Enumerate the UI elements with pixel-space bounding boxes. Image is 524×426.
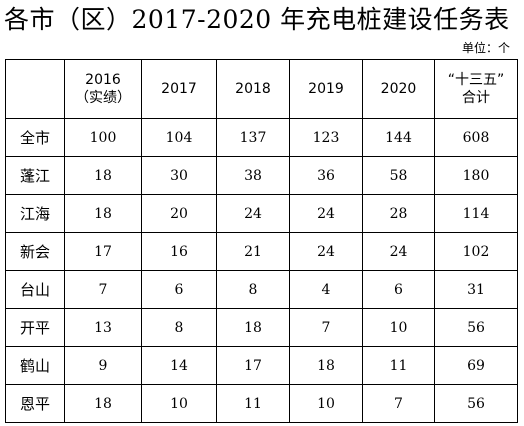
value-cell: 18 bbox=[64, 384, 142, 423]
value-cell: 608 bbox=[434, 118, 518, 157]
column-header-line: 合计 bbox=[462, 90, 490, 106]
table-row: 鹤山 9 14 17 18 11 69 bbox=[5, 346, 518, 385]
value-cell: 10 bbox=[141, 384, 217, 423]
value-cell: 137 bbox=[216, 118, 290, 157]
value-cell: 28 bbox=[362, 194, 435, 233]
table-body: 全市 100 104 137 123 144 608 蓬江 18 30 38 36 58 180 江海 18 2… bbox=[5, 118, 518, 423]
value-cell: 18 bbox=[216, 308, 290, 347]
value-cell: 8 bbox=[216, 270, 290, 309]
value-cell: 7 bbox=[289, 308, 363, 347]
value-cell: 104 bbox=[141, 118, 217, 157]
region-cell: 新会 bbox=[5, 232, 65, 271]
region-cell: 蓬江 bbox=[5, 156, 65, 195]
table-header: 2016 （实绩） 2017 2018 2019 2020 “十三五” 合计 bbox=[5, 59, 518, 119]
table-row: 恩平 18 10 11 10 7 56 bbox=[5, 384, 518, 423]
header-row: 2016 （实绩） 2017 2018 2019 2020 “十三五” 合计 bbox=[5, 59, 518, 119]
value-cell: 17 bbox=[216, 346, 290, 385]
value-cell: 180 bbox=[434, 156, 518, 195]
value-cell: 18 bbox=[64, 194, 142, 233]
value-cell: 11 bbox=[216, 384, 290, 423]
value-cell: 114 bbox=[434, 194, 518, 233]
value-cell: 58 bbox=[362, 156, 435, 195]
column-header: 2018 bbox=[216, 59, 290, 119]
value-cell: 18 bbox=[289, 346, 363, 385]
value-cell: 144 bbox=[362, 118, 435, 157]
value-cell: 56 bbox=[434, 384, 518, 423]
value-cell: 13 bbox=[64, 308, 142, 347]
value-cell: 30 bbox=[141, 156, 217, 195]
value-cell: 21 bbox=[216, 232, 290, 271]
value-cell: 24 bbox=[289, 194, 363, 233]
value-cell: 10 bbox=[362, 308, 435, 347]
header-corner-cell bbox=[5, 59, 65, 119]
value-cell: 6 bbox=[362, 270, 435, 309]
value-cell: 6 bbox=[141, 270, 217, 309]
column-header: 2020 bbox=[362, 59, 435, 119]
value-cell: 8 bbox=[141, 308, 217, 347]
value-cell: 14 bbox=[141, 346, 217, 385]
region-cell: 全市 bbox=[5, 118, 65, 157]
value-cell: 10 bbox=[289, 384, 363, 423]
value-cell: 24 bbox=[216, 194, 290, 233]
value-cell: 31 bbox=[434, 270, 518, 309]
value-cell: 7 bbox=[362, 384, 435, 423]
value-cell: 24 bbox=[362, 232, 435, 271]
table-row: 江海 18 20 24 24 28 114 bbox=[5, 194, 518, 233]
value-cell: 102 bbox=[434, 232, 518, 271]
region-cell: 江海 bbox=[5, 194, 65, 233]
value-cell: 36 bbox=[289, 156, 363, 195]
value-cell: 56 bbox=[434, 308, 518, 347]
value-cell: 9 bbox=[64, 346, 142, 385]
value-cell: 11 bbox=[362, 346, 435, 385]
column-header-line: 2020 bbox=[380, 81, 417, 97]
column-header: 2016 （实绩） bbox=[64, 59, 142, 119]
value-cell: 4 bbox=[289, 270, 363, 309]
value-cell: 69 bbox=[434, 346, 518, 385]
value-cell: 20 bbox=[141, 194, 217, 233]
column-header-line: 2016 bbox=[85, 72, 121, 88]
region-cell: 台山 bbox=[5, 270, 65, 309]
column-header: 2019 bbox=[289, 59, 363, 119]
table-row: 开平 13 8 18 7 10 56 bbox=[5, 308, 518, 347]
value-cell: 24 bbox=[289, 232, 363, 271]
column-header-line: 2017 bbox=[161, 81, 197, 97]
table-row: 蓬江 18 30 38 36 58 180 bbox=[5, 156, 518, 195]
value-cell: 18 bbox=[64, 156, 142, 195]
column-header-line: 2019 bbox=[308, 81, 344, 97]
region-cell: 鹤山 bbox=[5, 346, 65, 385]
value-cell: 100 bbox=[64, 118, 142, 157]
column-header: 2017 bbox=[141, 59, 217, 119]
page-title: 各市（区）2017-2020 年充电桩建设任务表 bbox=[4, 5, 510, 34]
unit-label: 单位：个 bbox=[461, 41, 510, 55]
region-cell: 恩平 bbox=[5, 384, 65, 423]
value-cell: 123 bbox=[289, 118, 363, 157]
column-header-line: “十三五” bbox=[447, 72, 505, 88]
value-cell: 16 bbox=[141, 232, 217, 271]
table-row: 新会 17 16 21 24 24 102 bbox=[5, 232, 518, 271]
value-cell: 7 bbox=[64, 270, 142, 309]
column-header-line: 2018 bbox=[235, 81, 271, 97]
value-cell: 17 bbox=[64, 232, 142, 271]
task-table: 2016 （实绩） 2017 2018 2019 2020 “十三五” 合计 全市 100 104… bbox=[5, 59, 518, 423]
region-cell: 开平 bbox=[5, 308, 65, 347]
column-header: “十三五” 合计 bbox=[434, 59, 518, 119]
column-header-line: （实绩） bbox=[75, 90, 131, 106]
table-row: 全市 100 104 137 123 144 608 bbox=[5, 118, 518, 157]
table-row: 台山 7 6 8 4 6 31 bbox=[5, 270, 518, 309]
value-cell: 38 bbox=[216, 156, 290, 195]
